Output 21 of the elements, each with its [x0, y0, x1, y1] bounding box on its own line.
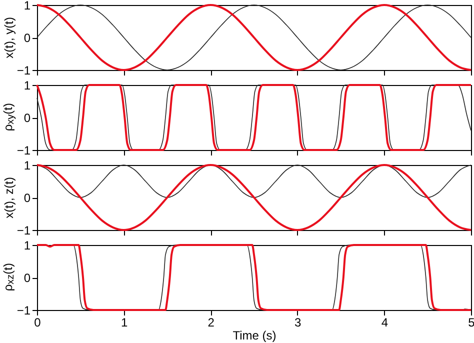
y-tick-label: −1 [16, 64, 31, 78]
y-tick-label: 1 [24, 158, 31, 172]
y-tick-label: 1 [24, 78, 31, 92]
y-tick-label: 1 [24, 0, 31, 12]
x-axis-title: Time (s) [232, 328, 276, 342]
x-tick-label: 5 [468, 316, 474, 330]
x-tick-label: 0 [34, 316, 42, 330]
y-tick-label: −1 [16, 224, 31, 238]
y-tick-label: −1 [16, 144, 31, 158]
x-tick-label: 2 [208, 316, 215, 330]
y-axis-title: x(t), y(t) [2, 16, 16, 58]
y-tick-label: 0 [24, 111, 31, 125]
y-axis-title: x(t), z(t) [2, 176, 16, 218]
y-tick-label: −1 [16, 304, 31, 318]
y-tick-label: 1 [24, 238, 31, 252]
x-tick-label: 3 [294, 316, 302, 330]
y-tick-label: 0 [24, 31, 31, 45]
x-tick-label: 4 [381, 316, 388, 330]
y-tick-label: 0 [24, 271, 31, 285]
y-tick-label: 0 [24, 191, 31, 205]
x-tick-label: 1 [120, 316, 128, 330]
